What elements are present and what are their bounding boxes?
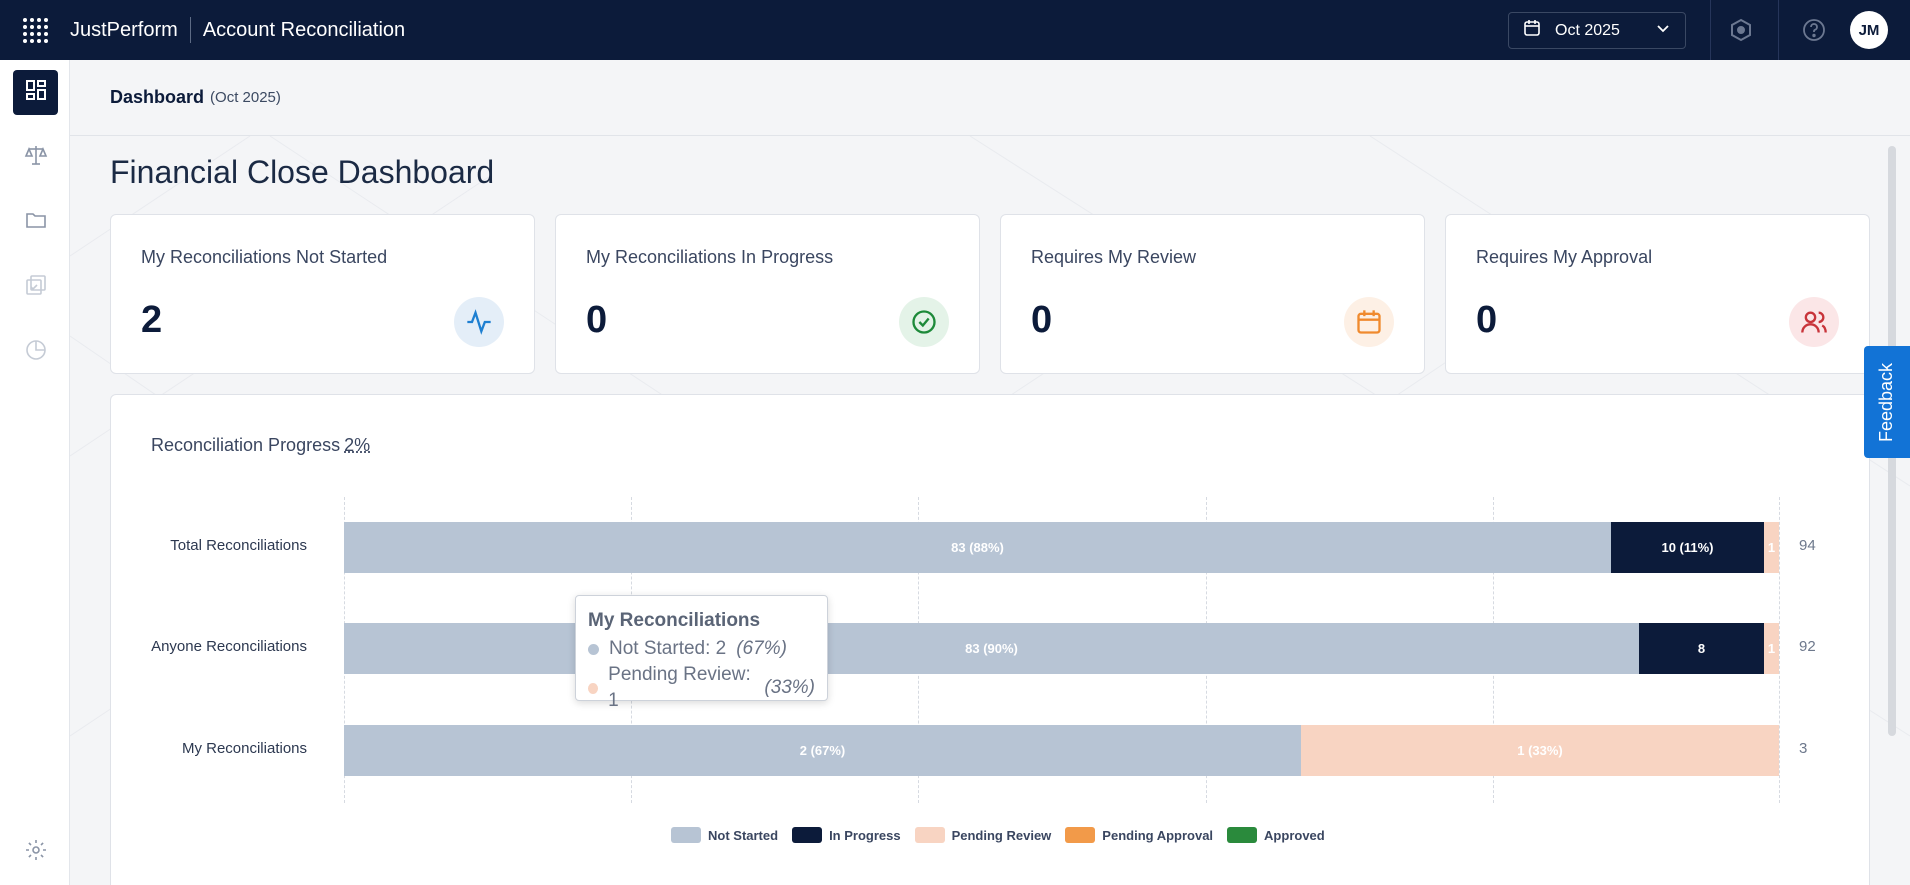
legend-not-started[interactable]: Not Started xyxy=(671,827,778,843)
sidebar xyxy=(0,60,70,885)
legend-label: Approved xyxy=(1264,827,1325,843)
card-value: 2 xyxy=(141,299,163,341)
row-total: 94 xyxy=(1799,537,1816,554)
sidebar-item-dashboard[interactable] xyxy=(13,70,58,115)
reconciliation-progress-panel: Reconciliation Progress 2% Total Reconcil… xyxy=(110,394,1870,885)
card-label: Requires My Approval xyxy=(1476,247,1653,267)
chevron-down-icon xyxy=(1655,20,1671,41)
legend-label: Not Started xyxy=(708,827,779,843)
gridline xyxy=(1779,497,1780,803)
feedback-button[interactable]: Feedback xyxy=(1864,346,1910,458)
check-circle-icon xyxy=(899,297,949,347)
stat-card-review[interactable]: Requires My Review 0 xyxy=(1000,214,1425,374)
scale-icon xyxy=(24,143,48,172)
card-label: My Reconciliations Not Started xyxy=(141,247,388,267)
period-label: Oct 2025 xyxy=(1555,21,1620,39)
help-icon[interactable] xyxy=(1798,14,1830,46)
bar-not-started[interactable]: 83 (90%) xyxy=(344,623,1639,674)
chart-legend: Not Started In Progress Pending Review P… xyxy=(671,827,1325,843)
bar-not-started[interactable]: 83 (88%) xyxy=(344,522,1611,573)
card-value: 0 xyxy=(1476,299,1498,341)
app-title: Account Reconciliation xyxy=(202,18,406,41)
dashboard-icon xyxy=(25,79,47,106)
breadcrumb-current: Dashboard xyxy=(110,87,205,107)
feedback-label: Feedback xyxy=(1876,362,1897,442)
breadcrumb-period: (Oct 2025) xyxy=(210,89,281,106)
legend-in-progress[interactable]: In Progress xyxy=(792,827,901,843)
legend-swatch xyxy=(1227,827,1258,843)
chart-tooltip: My Reconciliations Not Started: 2 (67%) … xyxy=(575,595,828,711)
legend-label: In Progress xyxy=(829,827,901,843)
tooltip-row-pct: (67%) xyxy=(736,638,787,659)
stat-card-not-started[interactable]: My Reconciliations Not Started 2 xyxy=(110,214,535,374)
card-value: 0 xyxy=(1031,299,1053,341)
legend-label: Pending Approval xyxy=(1102,827,1214,843)
legend-swatch xyxy=(914,827,945,843)
legend-pending-review[interactable]: Pending Review xyxy=(914,827,1052,843)
progress-percent[interactable]: 2% xyxy=(344,435,371,455)
tooltip-dot xyxy=(588,682,599,694)
sidebar-item-folders[interactable] xyxy=(13,200,58,245)
legend-swatch xyxy=(1065,827,1096,843)
tooltip-row-label: Not Started: 2 xyxy=(609,638,727,659)
app-launcher-icon[interactable] xyxy=(0,0,70,60)
tooltip-row-label: Pending Review: 1 xyxy=(608,664,751,711)
calendar-icon xyxy=(1344,297,1394,347)
period-selector[interactable]: Oct 2025 xyxy=(1508,12,1686,49)
user-avatar[interactable]: JM xyxy=(1850,11,1888,49)
legend-pending-approval[interactable]: Pending Approval xyxy=(1065,827,1213,843)
progress-title-text: Reconciliation Progress xyxy=(151,435,341,455)
legend-swatch xyxy=(671,827,701,843)
legend-approved[interactable]: Approved xyxy=(1227,827,1325,843)
bar-in-progress[interactable]: 8 xyxy=(1639,623,1764,674)
topbar-divider xyxy=(1710,0,1711,60)
tooltip-row-pct: (33%) xyxy=(764,677,815,698)
sidebar-item-reports[interactable] xyxy=(13,330,58,375)
activity-icon xyxy=(454,297,504,347)
bar-in-progress[interactable]: 10 (11%) xyxy=(1611,522,1764,573)
bar-pending-review[interactable]: 1 xyxy=(1764,522,1779,573)
stat-card-in-progress[interactable]: My Reconciliations In Progress 0 xyxy=(555,214,980,374)
legend-label: Pending Review xyxy=(951,827,1052,843)
card-value: 0 xyxy=(586,299,608,341)
row-label-anyone: Anyone Reconciliations xyxy=(151,638,307,655)
bar-pending-review[interactable]: 1 (33%) xyxy=(1301,725,1779,776)
bar-not-started[interactable]: 2 (67%) xyxy=(344,725,1301,776)
sidebar-item-reconciliation[interactable] xyxy=(13,135,58,180)
tooltip-row: Not Started: 2 (67%) xyxy=(588,636,815,662)
row-label-my: My Reconciliations xyxy=(181,740,307,757)
copy-check-icon xyxy=(24,273,48,302)
bar-pending-review[interactable]: 1 xyxy=(1764,623,1779,674)
row-total: 3 xyxy=(1799,740,1808,757)
cube-icon[interactable] xyxy=(1725,14,1757,46)
card-label: My Reconciliations In Progress xyxy=(586,247,834,267)
legend-swatch xyxy=(792,827,823,843)
card-label: Requires My Review xyxy=(1031,247,1197,267)
breadcrumb: Dashboard (Oct 2025) xyxy=(70,60,1910,136)
page-title: Financial Close Dashboard xyxy=(110,154,495,190)
pie-chart-icon xyxy=(24,338,48,367)
tooltip-title: My Reconciliations xyxy=(588,610,761,631)
tooltip-row: Pending Review: 1 (33%) xyxy=(588,662,815,714)
row-label-total: Total Reconciliations xyxy=(170,537,307,554)
stat-card-approval[interactable]: Requires My Approval 0 xyxy=(1445,214,1870,374)
sidebar-item-tasks[interactable] xyxy=(13,265,58,310)
calendar-icon xyxy=(1523,19,1541,42)
brand-name: JustPerform xyxy=(70,18,178,41)
folder-icon xyxy=(24,208,48,237)
sidebar-item-settings[interactable] xyxy=(13,830,58,875)
progress-title: Reconciliation Progress 2% xyxy=(151,435,370,456)
tooltip-dot xyxy=(588,643,599,655)
topbar-divider xyxy=(1778,0,1779,60)
top-bar: JustPerform Account Reconciliation xyxy=(0,0,1910,60)
users-icon xyxy=(1789,297,1839,347)
row-total: 92 xyxy=(1799,638,1816,655)
gear-icon xyxy=(24,838,48,867)
title-divider xyxy=(189,17,191,43)
